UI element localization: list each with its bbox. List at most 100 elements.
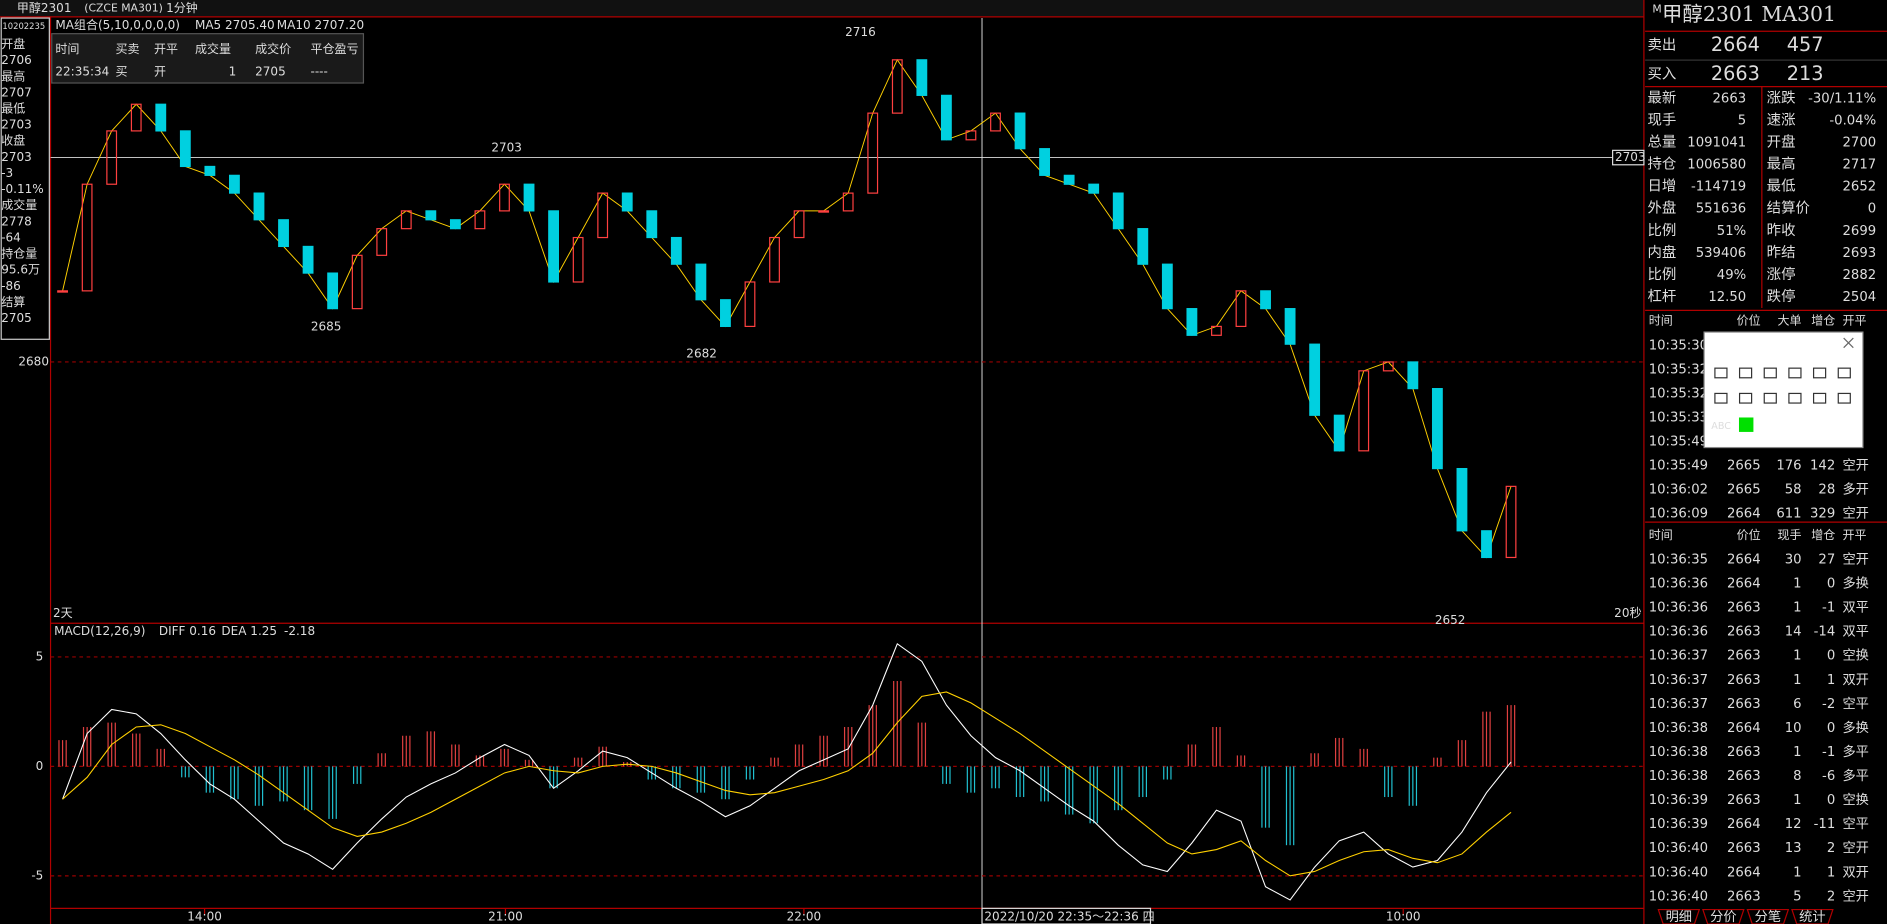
quote-value: 49% bbox=[1717, 268, 1746, 283]
table-cell: 10:35:32 bbox=[1649, 362, 1708, 377]
quote-label: 昨收 bbox=[1767, 222, 1796, 239]
candle bbox=[449, 219, 461, 230]
tool-icon[interactable] bbox=[1738, 367, 1753, 379]
table-cell: 10:36:40 bbox=[1649, 889, 1708, 904]
quote-value: 2663 bbox=[1713, 92, 1747, 107]
macd-dea bbox=[62, 691, 1512, 877]
quote-value: 1006580 bbox=[1687, 158, 1746, 173]
tool-icon[interactable] bbox=[1763, 367, 1777, 379]
quote-value: -0.04% bbox=[1829, 114, 1876, 129]
quote-label: 比例 bbox=[1648, 266, 1677, 283]
candle bbox=[572, 236, 584, 283]
info-line: 收盘 bbox=[1, 133, 25, 148]
tool-icon[interactable] bbox=[1837, 392, 1851, 404]
tool-icon[interactable] bbox=[1738, 392, 1753, 404]
table-cell: 空平 bbox=[1842, 816, 1868, 832]
tool-icon[interactable] bbox=[1714, 367, 1728, 379]
tool-icon[interactable] bbox=[1788, 367, 1802, 379]
table-cell: 10:35:49 bbox=[1649, 435, 1708, 450]
tab[interactable] bbox=[1702, 908, 1745, 924]
table-cell: -6 bbox=[1822, 769, 1835, 784]
quote-volume: 213 bbox=[1787, 62, 1824, 85]
corner-label: 2天 bbox=[53, 606, 73, 620]
quote-value: 0 bbox=[1868, 202, 1876, 217]
table-cell: 多开 bbox=[1842, 481, 1868, 498]
trade-header: 时间 bbox=[55, 42, 79, 56]
macd-diff bbox=[62, 642, 1512, 901]
table-cell: 空平 bbox=[1842, 696, 1868, 712]
table-cell: 2664 bbox=[1727, 577, 1761, 592]
candle bbox=[646, 210, 658, 239]
tool-icon[interactable] bbox=[1812, 392, 1827, 404]
table-cell: 6 bbox=[1793, 697, 1801, 712]
table-cell: 176 bbox=[1776, 459, 1801, 474]
table-cell: 10:36:38 bbox=[1649, 745, 1708, 760]
candle bbox=[695, 263, 707, 301]
info-line: 2703 bbox=[1, 118, 32, 132]
table-cell: 10:36:39 bbox=[1649, 793, 1708, 808]
tab[interactable] bbox=[1746, 908, 1790, 924]
table-cell: 58 bbox=[1785, 483, 1802, 498]
extreme-label: 2682 bbox=[686, 346, 717, 360]
candle bbox=[916, 59, 928, 96]
trade-header: 开平 bbox=[154, 42, 178, 56]
toolbox-close[interactable] bbox=[1843, 337, 1854, 349]
table-cell: 2664 bbox=[1727, 507, 1761, 522]
tool-icon[interactable] bbox=[1837, 367, 1851, 379]
table-header: 大单 bbox=[1778, 314, 1802, 328]
tool-icon[interactable] bbox=[1812, 367, 1827, 379]
info-line: 成交量 bbox=[1, 197, 37, 212]
quote-value: 2700 bbox=[1843, 136, 1877, 151]
candle bbox=[253, 192, 265, 221]
tab[interactable] bbox=[1657, 908, 1701, 924]
tool-icon[interactable] bbox=[1714, 392, 1728, 404]
table-cell: 10:36:35 bbox=[1649, 552, 1708, 567]
tool-color[interactable] bbox=[1738, 417, 1754, 432]
table-cell: 2663 bbox=[1727, 769, 1761, 784]
candle bbox=[867, 112, 879, 194]
trade-cell: 22:35:34 bbox=[55, 65, 109, 79]
table-cell: 1 bbox=[1793, 745, 1801, 760]
candle bbox=[278, 219, 289, 248]
candle bbox=[1161, 263, 1173, 310]
table-cell: 10 bbox=[1785, 721, 1802, 736]
tab[interactable] bbox=[1791, 908, 1834, 924]
info-line: 最高 bbox=[1, 68, 25, 83]
period: 1分钟 bbox=[166, 0, 198, 15]
y-tick-label: -5 bbox=[31, 868, 43, 882]
table-cell: 1 bbox=[1827, 673, 1835, 688]
candle bbox=[720, 299, 731, 328]
table-cell: 双开 bbox=[1842, 865, 1868, 880]
indicator-name: MA组合(5,10,0,0,0,0) bbox=[55, 17, 180, 32]
quote-label: 最高 bbox=[1767, 156, 1796, 173]
trade-cell: 1 bbox=[229, 65, 237, 79]
ma5: MA5 2705.40 bbox=[195, 18, 275, 32]
toolbox bbox=[1703, 331, 1864, 449]
info-line: -86 bbox=[1, 279, 21, 293]
macd-name: MACD(12,26,9) bbox=[54, 624, 145, 638]
candle bbox=[57, 290, 68, 293]
quote-value: 2882 bbox=[1843, 268, 1877, 283]
table-cell: 2664 bbox=[1727, 865, 1761, 880]
table-cell: 10:36:37 bbox=[1649, 649, 1708, 664]
candle bbox=[1407, 361, 1419, 390]
tab-label: 明细 bbox=[1666, 909, 1692, 924]
quote-label: 买入 bbox=[1648, 66, 1677, 83]
candle bbox=[155, 103, 167, 132]
quote-label: 最低 bbox=[1767, 178, 1796, 195]
candle bbox=[1481, 530, 1492, 559]
info-line: 持仓量 bbox=[1, 246, 37, 261]
candle bbox=[1382, 361, 1394, 372]
tool-icon[interactable] bbox=[1763, 392, 1777, 404]
y-tick-label: 0 bbox=[36, 759, 44, 773]
quote-label: 跌停 bbox=[1767, 288, 1796, 305]
table-cell: 30 bbox=[1785, 552, 1802, 567]
candle bbox=[818, 210, 830, 213]
candle bbox=[990, 112, 1001, 132]
quote-label: 最新 bbox=[1648, 90, 1677, 107]
table-cell: 329 bbox=[1810, 507, 1835, 522]
table-cell: 多换 bbox=[1842, 575, 1868, 592]
tool-icon[interactable] bbox=[1788, 392, 1802, 404]
table-cell: -2 bbox=[1822, 697, 1835, 712]
